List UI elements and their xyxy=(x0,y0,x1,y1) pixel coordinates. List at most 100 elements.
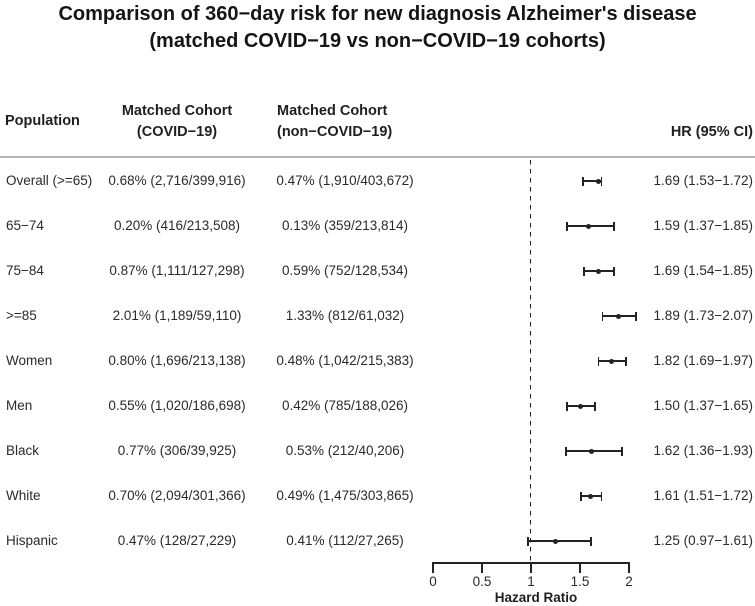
x-axis-tick-label: 2 xyxy=(625,574,633,589)
x-axis-tick xyxy=(530,564,532,573)
population-label: Men xyxy=(6,398,33,413)
column-header-covid: Matched Cohort (COVID−19) xyxy=(97,101,257,143)
point-estimate-marker xyxy=(596,178,602,184)
chart-title: Comparison of 360−day risk for new diagn… xyxy=(0,1,755,55)
hr-ci-value: 1.89 (1.73−2.07) xyxy=(653,308,753,323)
covid-cohort-value: 0.87% (1,111/127,298) xyxy=(109,263,245,278)
hr-ci-value: 1.59 (1.37−1.85) xyxy=(653,218,753,233)
noncovid-cohort-value: 0.13% (359/213,814) xyxy=(281,218,409,233)
ci-upper-cap xyxy=(621,446,623,456)
header-separator-line xyxy=(0,156,755,158)
hr-ci-value: 1.69 (1.54−1.85) xyxy=(653,263,753,278)
x-axis-tick-label: 0.5 xyxy=(472,574,492,589)
population-label: >=85 xyxy=(6,308,37,323)
column-header-population: Population xyxy=(5,113,80,129)
ci-upper-cap xyxy=(613,221,616,231)
ci-upper-cap xyxy=(635,311,637,321)
noncovid-cohort-value: 0.47% (1,910/403,672) xyxy=(276,173,414,188)
hr-ci-value: 1.25 (0.97−1.61) xyxy=(653,533,753,548)
noncovid-cohort-value: 0.41% (112/27,265) xyxy=(286,533,404,548)
point-estimate-marker xyxy=(586,223,592,229)
reference-line-hr1 xyxy=(529,160,532,563)
ci-error-bar xyxy=(582,180,602,182)
table-row: Overall (>=65) 0.68% (2,716/399,916) 0.47%… xyxy=(0,171,755,191)
point-estimate-marker xyxy=(588,493,594,499)
point-estimate-marker xyxy=(553,538,558,544)
column-header-noncovid-line1: Matched Cohort xyxy=(277,103,388,119)
x-axis-tick xyxy=(481,564,483,573)
covid-cohort-value: 0.20% (416/213,508) xyxy=(113,218,241,233)
hr-ci-value: 1.61 (1.51−1.72) xyxy=(653,488,753,503)
x-axis-tick-label: 0 xyxy=(429,574,437,589)
ci-error-bar xyxy=(528,540,591,542)
ci-upper-cap xyxy=(600,491,603,501)
chart-title-line1: Comparison of 360−day risk for new diagn… xyxy=(58,3,697,25)
noncovid-cohort-value: 0.59% (752/128,534) xyxy=(281,263,409,278)
table-row: Black 0.77% (306/39,925) 0.53% (212/40,206… xyxy=(0,441,755,461)
point-estimate-marker xyxy=(577,403,583,409)
noncovid-cohort-value: 1.33% (812/61,032) xyxy=(285,308,405,323)
noncovid-cohort-value: 0.42% (785/188,026) xyxy=(281,398,409,413)
x-axis-tick-label: 1 xyxy=(527,574,535,589)
ci-lower-cap xyxy=(580,491,582,501)
table-row: Hispanic 0.47% (128/27,229) 0.41% (112/27,… xyxy=(0,531,755,551)
point-estimate-marker xyxy=(589,448,595,454)
ci-upper-cap xyxy=(625,356,627,366)
x-axis-line xyxy=(432,562,630,565)
point-estimate-marker xyxy=(608,358,614,364)
table-row: Women 0.80% (1,696/213,138) 0.48% (1,042/2… xyxy=(0,351,755,371)
covid-cohort-value: 0.68% (2,716/399,916) xyxy=(108,173,246,188)
column-header-covid-line1: Matched Cohort xyxy=(121,103,233,119)
point-estimate-marker xyxy=(615,313,621,319)
column-header-noncovid-line2: (non−COVID−19) xyxy=(277,124,393,140)
ci-upper-cap xyxy=(600,176,603,186)
ci-lower-cap xyxy=(597,356,600,366)
table-row: 75−84 0.87% (1,111/127,298) 0.59% (752/128… xyxy=(0,261,755,281)
noncovid-cohort-value: 0.48% (1,042/215,383) xyxy=(276,353,414,368)
column-header-covid-line2: (COVID−19) xyxy=(136,124,218,140)
population-label: White xyxy=(6,488,41,503)
ci-lower-cap xyxy=(566,401,569,411)
hr-ci-value: 1.69 (1.53−1.72) xyxy=(653,173,753,188)
x-axis-tick xyxy=(579,564,581,573)
covid-cohort-value: 0.55% (1,020/186,698) xyxy=(108,398,246,413)
covid-cohort-value: 0.47% (128/27,229) xyxy=(117,533,237,548)
x-axis-tick-label: 1.5 xyxy=(570,574,590,589)
covid-cohort-value: 2.01% (1,189/59,110) xyxy=(112,308,242,323)
covid-cohort-value: 0.77% (306/39,925) xyxy=(117,443,237,458)
population-label: Women xyxy=(6,353,53,368)
population-label: 65−74 xyxy=(6,218,44,233)
population-label: Black xyxy=(6,443,40,458)
point-estimate-marker xyxy=(596,268,602,274)
hr-ci-value: 1.82 (1.69−1.97) xyxy=(653,353,753,368)
ci-lower-cap xyxy=(566,221,569,231)
ci-lower-cap xyxy=(601,311,604,321)
hr-ci-value: 1.62 (1.36−1.93) xyxy=(653,443,753,458)
column-header-noncovid: Matched Cohort (non−COVID−19) xyxy=(277,101,457,143)
x-axis-label: Hazard Ratio xyxy=(494,590,578,605)
ci-upper-cap xyxy=(613,266,616,276)
population-label: Overall (>=65) xyxy=(6,173,93,188)
ci-lower-cap xyxy=(582,176,584,186)
table-row: Men 0.55% (1,020/186,698) 0.42% (785/188,0… xyxy=(0,396,755,416)
x-axis-tick xyxy=(628,564,630,573)
ci-lower-cap xyxy=(583,266,585,276)
population-label: Hispanic xyxy=(6,533,58,548)
covid-cohort-value: 0.70% (2,094/301,366) xyxy=(108,488,246,503)
population-label: 75−84 xyxy=(6,263,44,278)
ci-lower-cap xyxy=(527,536,529,546)
ci-upper-cap xyxy=(589,536,592,546)
table-row: 65−74 0.20% (416/213,508) 0.13% (359/213,8… xyxy=(0,216,755,236)
noncovid-cohort-value: 0.49% (1,475/303,865) xyxy=(276,488,414,503)
ci-lower-cap xyxy=(565,446,568,456)
covid-cohort-value: 0.80% (1,696/213,138) xyxy=(108,353,246,368)
noncovid-cohort-value: 0.53% (212/40,206) xyxy=(285,443,405,458)
ci-upper-cap xyxy=(593,401,596,411)
table-row: White 0.70% (2,094/301,366) 0.49% (1,475/3… xyxy=(0,486,755,506)
x-axis-tick xyxy=(432,564,434,573)
hr-ci-value: 1.50 (1.37−1.65) xyxy=(653,398,753,413)
chart-title-line2: (matched COVID−19 vs non−COVID−19 cohort… xyxy=(149,30,606,52)
column-header-hr: HR (95% CI) xyxy=(670,124,753,140)
table-row: >=85 2.01% (1,189/59,110) 1.33% (812/61,03… xyxy=(0,306,755,326)
